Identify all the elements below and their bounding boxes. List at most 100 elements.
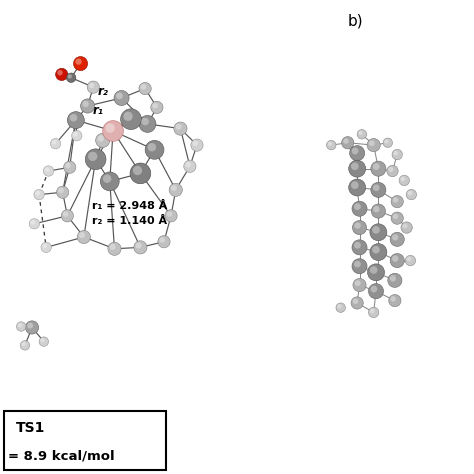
Circle shape xyxy=(383,138,392,147)
Circle shape xyxy=(75,58,82,65)
Circle shape xyxy=(371,286,377,292)
Circle shape xyxy=(355,280,361,286)
Circle shape xyxy=(123,111,133,121)
Circle shape xyxy=(349,179,365,196)
Circle shape xyxy=(371,204,385,218)
Circle shape xyxy=(169,183,182,197)
Circle shape xyxy=(387,165,398,177)
Circle shape xyxy=(56,186,69,198)
Circle shape xyxy=(34,190,44,200)
Circle shape xyxy=(349,160,365,177)
FancyBboxPatch shape xyxy=(4,411,166,470)
Circle shape xyxy=(20,341,30,350)
Circle shape xyxy=(174,122,187,135)
Text: r₂: r₂ xyxy=(98,85,109,99)
Circle shape xyxy=(100,172,119,191)
Circle shape xyxy=(88,152,97,161)
Circle shape xyxy=(352,259,367,274)
Circle shape xyxy=(103,120,123,141)
Circle shape xyxy=(114,91,129,106)
Circle shape xyxy=(370,224,387,241)
Circle shape xyxy=(391,196,403,208)
Circle shape xyxy=(73,132,78,137)
Circle shape xyxy=(352,201,367,216)
Circle shape xyxy=(393,197,398,203)
Circle shape xyxy=(58,188,64,193)
Circle shape xyxy=(373,184,380,191)
Circle shape xyxy=(184,160,196,173)
Circle shape xyxy=(372,246,380,254)
Circle shape xyxy=(368,307,379,318)
Circle shape xyxy=(388,273,402,287)
Circle shape xyxy=(399,175,410,186)
Circle shape xyxy=(373,206,380,212)
Circle shape xyxy=(357,129,366,139)
Circle shape xyxy=(145,140,164,159)
Circle shape xyxy=(66,73,76,82)
Text: r₁ = 2.948 Å: r₁ = 2.948 Å xyxy=(92,201,167,211)
Circle shape xyxy=(26,321,38,334)
Circle shape xyxy=(57,70,63,75)
Circle shape xyxy=(68,74,72,79)
Circle shape xyxy=(109,244,116,250)
Circle shape xyxy=(401,222,412,233)
Circle shape xyxy=(350,146,365,161)
Circle shape xyxy=(342,137,354,149)
Circle shape xyxy=(96,133,110,147)
Circle shape xyxy=(370,309,374,313)
Circle shape xyxy=(372,226,380,234)
Circle shape xyxy=(72,130,82,141)
Circle shape xyxy=(354,203,361,210)
Circle shape xyxy=(45,167,49,172)
Circle shape xyxy=(29,219,39,229)
Circle shape xyxy=(67,112,84,128)
Text: b): b) xyxy=(348,13,364,28)
Circle shape xyxy=(176,124,182,130)
Circle shape xyxy=(353,220,366,235)
Circle shape xyxy=(70,114,77,121)
Circle shape xyxy=(153,103,158,109)
Circle shape xyxy=(103,174,111,183)
Circle shape xyxy=(141,118,149,125)
Circle shape xyxy=(81,99,95,113)
Circle shape xyxy=(39,337,48,346)
Circle shape xyxy=(18,323,22,328)
Circle shape xyxy=(139,82,151,95)
Circle shape xyxy=(393,151,398,155)
Circle shape xyxy=(336,303,346,312)
Circle shape xyxy=(367,264,384,281)
Circle shape xyxy=(79,232,85,238)
Circle shape xyxy=(405,255,416,266)
Circle shape xyxy=(353,299,358,304)
Circle shape xyxy=(388,167,393,172)
Circle shape xyxy=(61,210,73,222)
Circle shape xyxy=(353,278,366,292)
Circle shape xyxy=(354,261,361,267)
Circle shape xyxy=(165,210,177,222)
Circle shape xyxy=(392,149,402,160)
Text: = 8.9 kcal/mol: = 8.9 kcal/mol xyxy=(8,449,114,462)
Circle shape xyxy=(371,161,386,176)
Circle shape xyxy=(42,244,47,248)
Circle shape xyxy=(85,149,106,170)
Circle shape xyxy=(31,220,35,225)
Circle shape xyxy=(141,84,146,90)
Circle shape xyxy=(139,116,156,132)
Circle shape xyxy=(392,234,399,241)
Circle shape xyxy=(106,123,115,133)
Circle shape xyxy=(73,56,88,71)
Circle shape xyxy=(120,109,141,129)
Circle shape xyxy=(55,68,68,81)
Circle shape xyxy=(351,297,363,309)
Circle shape xyxy=(148,143,156,151)
Circle shape xyxy=(369,140,375,146)
Circle shape xyxy=(21,342,26,346)
Circle shape xyxy=(370,266,377,274)
Circle shape xyxy=(50,138,61,149)
Circle shape xyxy=(401,177,405,182)
Circle shape xyxy=(371,182,386,197)
Circle shape xyxy=(391,212,403,224)
Circle shape xyxy=(328,142,332,146)
Circle shape xyxy=(87,81,100,93)
Circle shape xyxy=(351,163,359,170)
